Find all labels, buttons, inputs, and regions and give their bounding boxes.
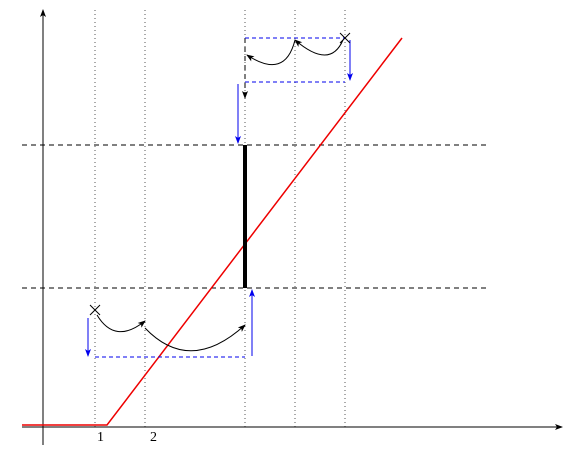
levels — [22, 38, 490, 289]
tick-label: 2 — [150, 430, 157, 445]
blue-boxes — [85, 37, 353, 358]
red-line — [22, 37, 403, 426]
axes — [22, 9, 563, 445]
tick-label: 1 — [97, 430, 104, 445]
arcs — [89, 32, 351, 352]
grid — [94, 10, 346, 427]
